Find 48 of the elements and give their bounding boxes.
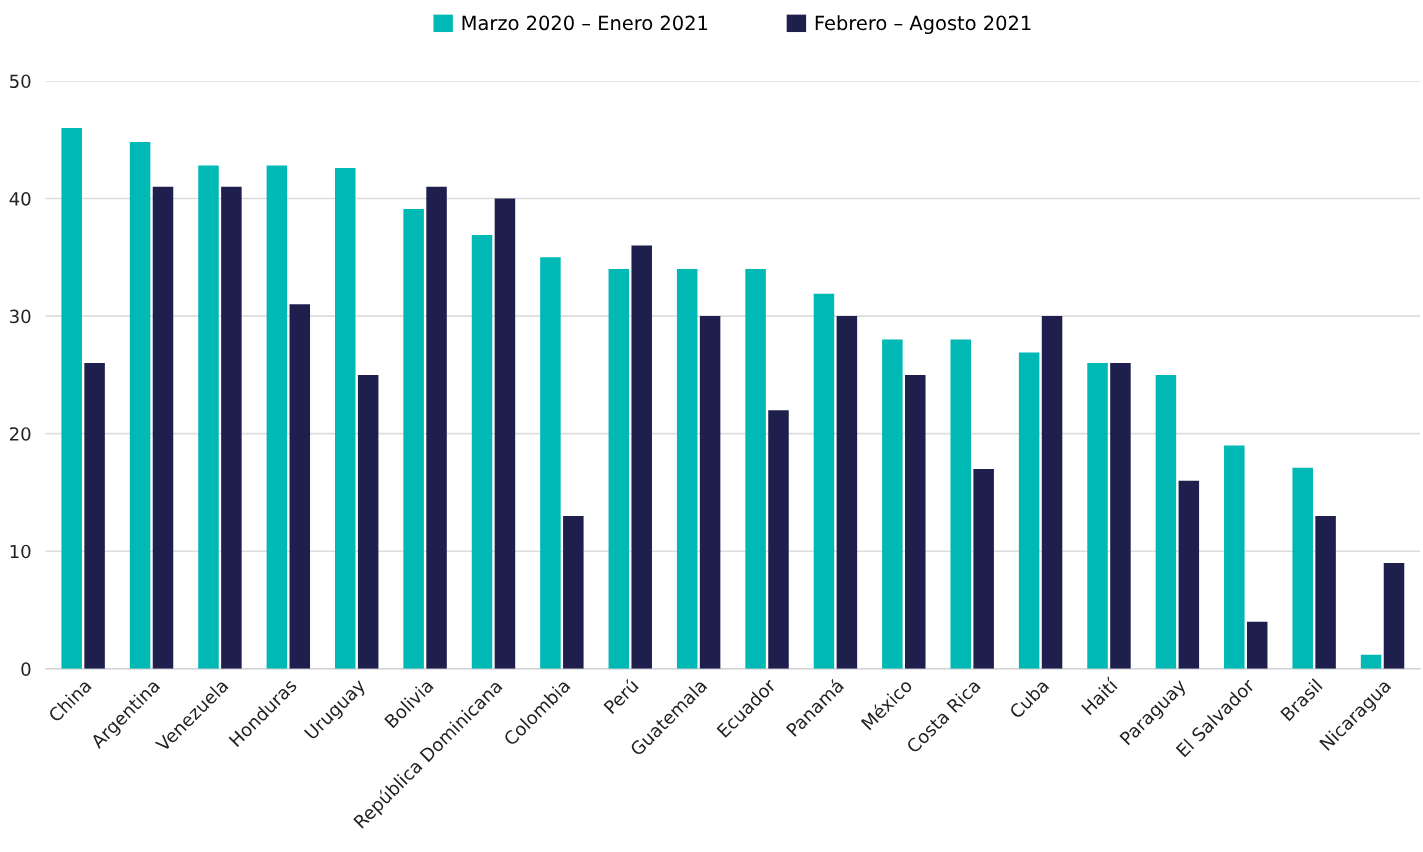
bar — [334, 167, 356, 669]
bar — [905, 374, 926, 669]
y-tick-label: 20 — [9, 427, 31, 441]
bar — [266, 165, 288, 669]
bar — [1315, 515, 1336, 669]
bar — [950, 339, 972, 669]
bar — [973, 468, 994, 669]
y-tick-label: 40 — [9, 191, 31, 206]
bar — [676, 269, 698, 669]
bar — [84, 363, 105, 669]
bar — [563, 515, 584, 669]
bar — [1178, 480, 1200, 669]
bar — [1360, 654, 1382, 669]
bar — [1087, 363, 1108, 669]
bar — [1383, 563, 1405, 669]
legend-label: Febrero – Agosto 2021 — [815, 15, 1031, 35]
bar — [403, 209, 424, 669]
bar — [357, 374, 379, 669]
bar — [1110, 363, 1131, 669]
bar — [426, 186, 447, 669]
bar — [1041, 316, 1063, 669]
bar — [471, 234, 493, 669]
bar — [1246, 621, 1268, 669]
bar — [289, 304, 311, 669]
bar — [699, 316, 721, 669]
bar — [813, 293, 835, 669]
bar — [608, 269, 630, 669]
bar — [1224, 445, 1245, 669]
bar — [221, 186, 242, 669]
bar — [745, 269, 766, 669]
bar — [1155, 374, 1177, 669]
bar — [494, 198, 516, 669]
bar — [768, 410, 789, 669]
legend-label: Marzo 2020 – Enero 2021 — [462, 15, 708, 31]
bar — [129, 142, 151, 669]
bar — [882, 339, 903, 669]
bar — [836, 316, 858, 669]
bar — [1292, 467, 1313, 669]
y-tick-label: 0 — [21, 662, 31, 676]
bar — [198, 165, 219, 669]
y-tick-label: 10 — [10, 544, 31, 559]
bar — [631, 245, 652, 669]
bar — [1018, 352, 1040, 669]
y-tick-label: 50 — [10, 74, 31, 89]
y-tick-label: 30 — [10, 309, 31, 324]
bar — [540, 257, 561, 669]
bar — [61, 127, 82, 669]
bar — [152, 186, 174, 669]
